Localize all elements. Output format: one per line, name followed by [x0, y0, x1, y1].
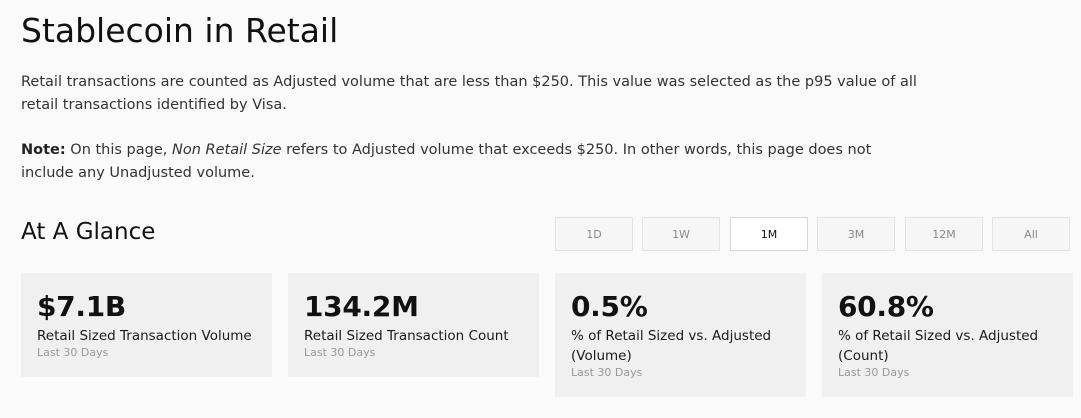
stat-value: 134.2M [304, 290, 419, 323]
stat-label: Retail Sized Transaction Count [304, 328, 509, 344]
note-label: Note: [21, 142, 66, 158]
stat-value: 0.5% [571, 290, 648, 323]
stat-card-count-share: 60.8% % of Retail Sized vs. Adjusted (Co… [822, 273, 1073, 397]
stat-period: Last 30 Days [571, 366, 643, 379]
stat-period: Last 30 Days [838, 366, 910, 379]
note-text-post: refers to Adjusted volume that exceeds $… [21, 142, 872, 181]
range-tab-all[interactable]: All [992, 217, 1070, 251]
stat-value: 60.8% [838, 290, 934, 323]
stat-period: Last 30 Days [304, 346, 376, 359]
range-tab-3m[interactable]: 3M [817, 217, 895, 251]
stat-label: % of Retail Sized vs. Adjusted (Volume) [571, 328, 772, 364]
stat-label: Retail Sized Transaction Volume [37, 328, 252, 344]
range-tab-1m[interactable]: 1M [730, 217, 808, 251]
intro-paragraph: Retail transactions are counted as Adjus… [21, 74, 917, 113]
range-tab-1w[interactable]: 1W [642, 217, 720, 251]
stat-label: % of Retail Sized vs. Adjusted (Count) [838, 328, 1039, 364]
stat-card-volume: $7.1B Retail Sized Transaction Volume La… [21, 273, 272, 377]
note-paragraph: Note: On this page, Non Retail Size refe… [21, 139, 921, 185]
stat-value: $7.1B [37, 290, 126, 323]
stat-card-count: 134.2M Retail Sized Transaction Count La… [288, 273, 539, 377]
stat-card-volume-share: 0.5% % of Retail Sized vs. Adjusted (Vol… [555, 273, 806, 397]
range-tab-1d[interactable]: 1D [555, 217, 633, 251]
stat-period: Last 30 Days [37, 346, 109, 359]
note-emphasis: Non Retail Size [172, 142, 282, 158]
at-a-glance-heading: At A Glance [21, 219, 156, 245]
note-text-pre: On this page, [65, 142, 172, 158]
range-tab-12m[interactable]: 12M [905, 217, 983, 251]
page-title: Stablecoin in Retail [21, 11, 339, 50]
